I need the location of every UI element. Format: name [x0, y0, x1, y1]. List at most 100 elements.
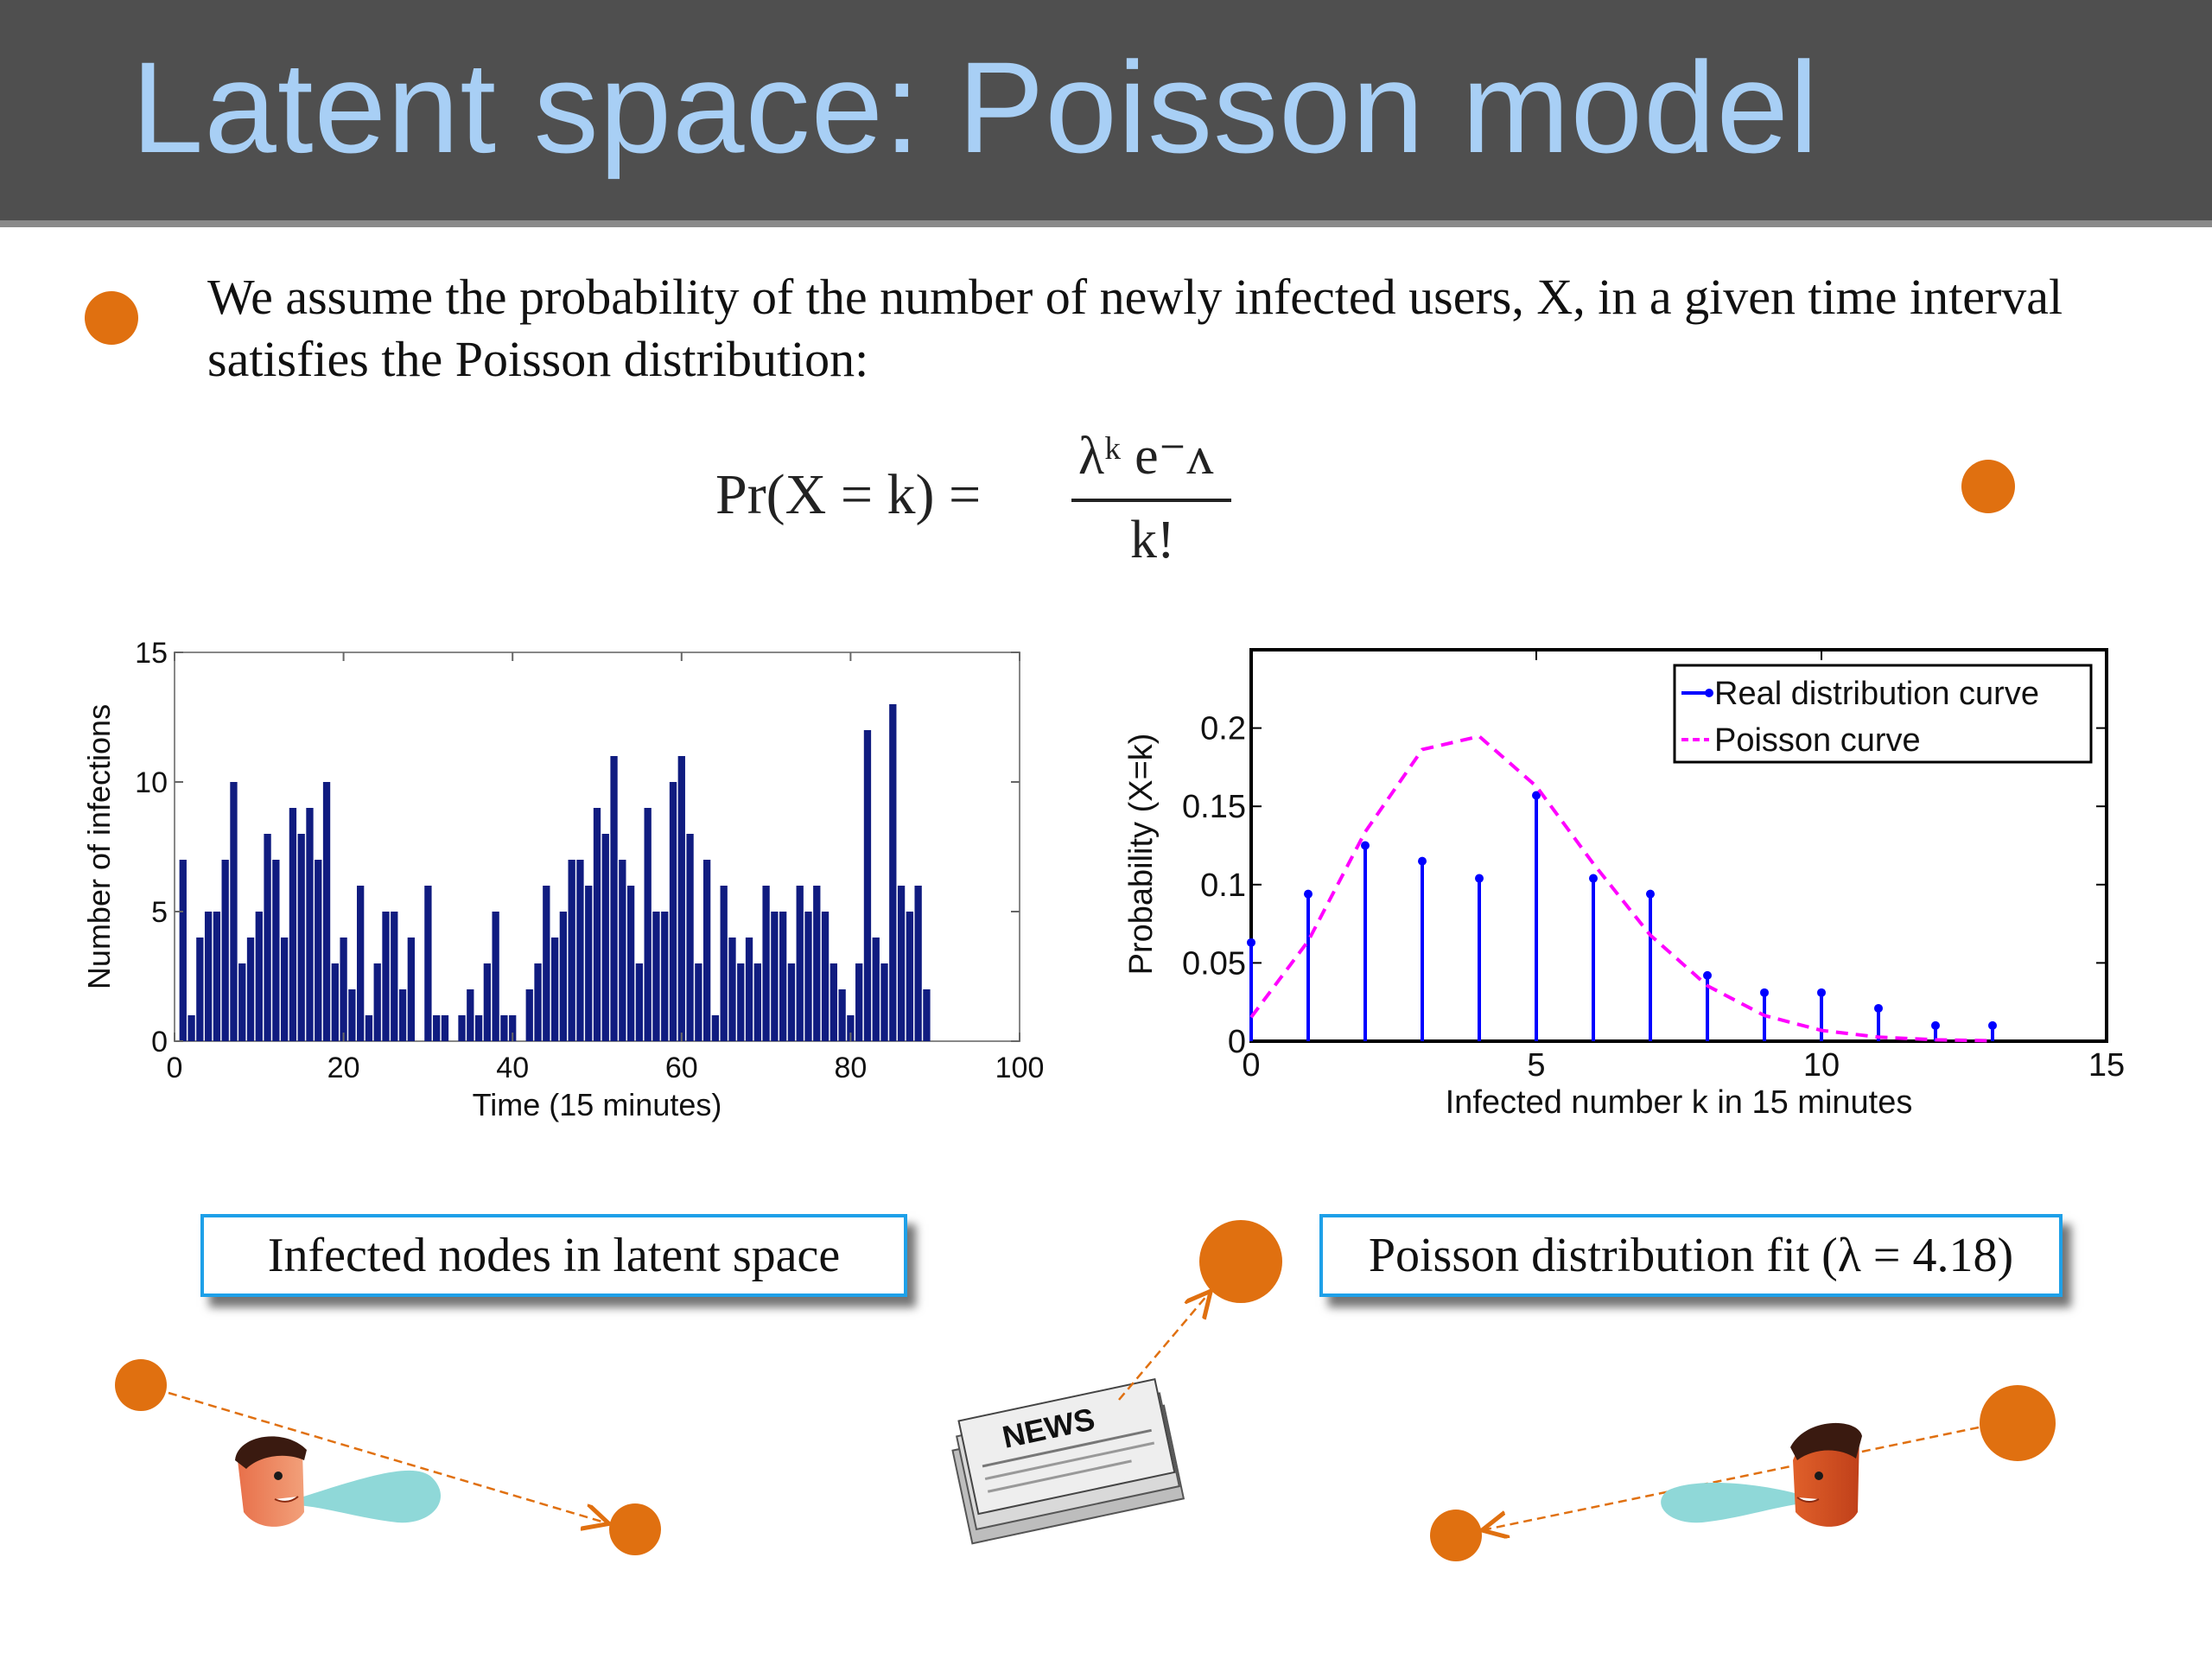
bar	[179, 860, 187, 1041]
bar	[635, 963, 644, 1041]
bar	[720, 886, 728, 1041]
bar	[601, 834, 609, 1041]
bar	[737, 963, 745, 1041]
bar	[365, 1015, 373, 1041]
bar	[474, 1015, 483, 1041]
bar	[348, 989, 356, 1041]
bar	[398, 989, 407, 1041]
bar	[407, 938, 415, 1041]
bar	[610, 756, 618, 1041]
stem-point	[1418, 856, 1427, 866]
bar	[550, 938, 559, 1041]
title-bar-underline	[0, 220, 2212, 227]
bar	[923, 989, 931, 1041]
x-tick-label: 5	[1527, 1047, 1545, 1084]
bar	[745, 938, 753, 1041]
fraction-bar	[1071, 499, 1231, 502]
infections-bar-chart: 0 20 40 60 80 100 0 5 10 15 Time (15 minutes) Numbe…	[81, 637, 1045, 1122]
y-tick-label: 0	[1228, 1024, 1246, 1060]
legend-poisson-label: Poisson curve	[1714, 722, 1921, 759]
bar	[264, 834, 271, 1041]
x-tick-label: 15	[2088, 1047, 2125, 1084]
caption-infected-nodes: Infected nodes in latent space	[200, 1214, 907, 1297]
bar	[534, 963, 542, 1041]
x-tick-label: 100	[995, 1052, 1045, 1084]
orange-dot-icon	[115, 1359, 167, 1411]
formula-lhs: Pr(X = k) =	[715, 463, 982, 526]
x-tick-label: 80	[834, 1052, 867, 1084]
stem-point	[1475, 874, 1484, 883]
y-tick-label: 0.15	[1182, 789, 1246, 825]
bar	[702, 860, 711, 1041]
bar	[804, 912, 812, 1041]
bar	[771, 912, 779, 1041]
bar	[424, 886, 432, 1041]
bar	[492, 912, 499, 1041]
bar	[779, 912, 787, 1041]
dashed-arrow-icon	[1486, 1426, 1980, 1529]
newspaper-icon: NEWS	[951, 1378, 1185, 1545]
bar	[880, 963, 888, 1041]
bar	[661, 912, 669, 1041]
orange-dot-icon	[1961, 460, 2015, 513]
bar	[585, 886, 593, 1041]
bar	[821, 912, 830, 1041]
title-bar	[0, 0, 2212, 220]
bar	[568, 860, 575, 1041]
stem-point	[1874, 1003, 1883, 1013]
x-axis-label: Time (15 minutes)	[473, 1087, 722, 1122]
legend-real-marker	[1705, 689, 1713, 697]
bar	[509, 1015, 517, 1041]
bar	[280, 938, 289, 1041]
y-tick-label: 0.1	[1200, 868, 1246, 904]
poisson-formula: Pr(X = k) = λᵏ e⁻ᴧ k!	[715, 423, 1251, 570]
bar	[373, 963, 381, 1041]
bar	[863, 730, 872, 1041]
bar	[543, 886, 550, 1041]
bar	[847, 1015, 855, 1041]
x-tick-label: 10	[1803, 1047, 1840, 1084]
bar	[576, 860, 584, 1041]
caption-poisson-fit: Poisson distribution fit (λ = 4.18)	[1319, 1214, 2063, 1297]
bar	[686, 834, 694, 1041]
bar	[728, 938, 736, 1041]
stem-point	[1247, 938, 1255, 947]
bar	[855, 963, 863, 1041]
formula-numerator: λᵏ e⁻ᴧ	[1078, 427, 1214, 486]
bar	[340, 938, 347, 1041]
bullet-dot-icon	[85, 291, 138, 345]
infection-illustration: NEWS	[115, 1220, 2056, 1561]
poisson-fit-chart: 0 5 10 15 0 0.05 0.1 0.15 0.2 Infected number k i…	[1123, 648, 2125, 1121]
orange-dot-icon	[1430, 1510, 1482, 1561]
bar	[289, 808, 297, 1041]
x-tick-label: 60	[665, 1052, 698, 1084]
bar	[669, 782, 677, 1041]
bar	[872, 938, 880, 1041]
stem-point	[1532, 791, 1541, 800]
formula-denominator: k!	[1130, 511, 1175, 569]
bar	[762, 886, 770, 1041]
legend-real-label: Real distribution curve	[1714, 676, 2039, 712]
bar	[619, 860, 626, 1041]
body-text: We assume the probability of the number …	[207, 269, 2063, 387]
bar	[204, 912, 213, 1041]
bar	[357, 886, 365, 1041]
bar	[644, 808, 652, 1041]
bar	[897, 886, 906, 1041]
dashed-arrow-icon	[168, 1391, 605, 1522]
bar	[322, 782, 331, 1041]
y-tick-label: 0	[151, 1026, 168, 1058]
bar	[441, 1015, 449, 1041]
legend-box	[1673, 664, 2093, 764]
bar	[787, 963, 796, 1041]
bar	[246, 938, 255, 1041]
bar	[315, 860, 322, 1041]
orange-dot-icon	[1199, 1220, 1282, 1303]
bar	[652, 912, 660, 1041]
x-axis-label: Infected number k in 15 minutes	[1446, 1084, 1913, 1121]
stem-point	[1931, 1020, 1940, 1030]
orange-dot-icon	[1980, 1385, 2056, 1461]
x-tick-label: 20	[327, 1052, 360, 1084]
bar	[889, 704, 897, 1041]
